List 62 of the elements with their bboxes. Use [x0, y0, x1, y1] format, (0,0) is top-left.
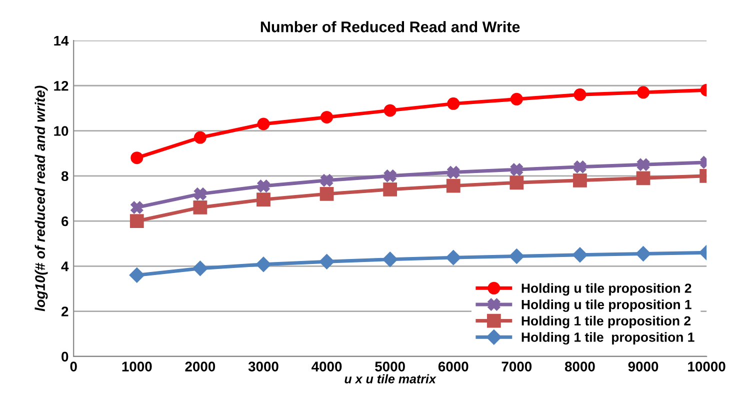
x-tick-label: 5000 — [375, 362, 405, 372]
point — [383, 182, 398, 196]
y-tick-label: 8 — [61, 171, 68, 182]
point — [637, 86, 650, 99]
legend-label: Holding 1 tile proposition 2 — [522, 316, 691, 328]
x-tick-label: 6000 — [438, 362, 468, 372]
point — [257, 118, 270, 130]
point — [510, 176, 524, 190]
point — [509, 248, 524, 264]
point — [636, 171, 650, 186]
x-axis-title: u x u tile matrix — [344, 374, 436, 384]
point — [384, 104, 396, 117]
point — [129, 268, 144, 283]
x-tick-label: 1000 — [122, 362, 152, 372]
point — [510, 163, 523, 176]
legend-label: Holding u tile proposition 1 — [522, 300, 692, 312]
y-tick-label: 10 — [54, 126, 68, 136]
point — [636, 246, 651, 262]
legend-label: Holding 1 tile proposition 1 — [522, 332, 694, 345]
x-tick-label: 3000 — [248, 362, 278, 372]
y-tick-label: 4 — [61, 262, 69, 272]
y-tick-label: 2 — [61, 306, 68, 316]
point — [320, 186, 334, 201]
point — [256, 256, 272, 272]
point — [130, 201, 144, 214]
x-tick-label: 4000 — [312, 362, 342, 372]
point — [510, 92, 523, 106]
point — [447, 166, 460, 179]
point — [446, 178, 460, 193]
point — [320, 174, 334, 187]
point — [193, 200, 208, 214]
x-tick-label: 8000 — [564, 362, 595, 372]
point — [320, 110, 334, 124]
x-tick-label: 0 — [70, 362, 77, 372]
point — [256, 192, 270, 207]
x-tick-label: 9000 — [628, 362, 658, 372]
point — [573, 173, 587, 188]
y-tick-label: 12 — [54, 80, 68, 91]
chart-title: Number of Reduced Read and Write — [260, 21, 520, 32]
point — [384, 170, 396, 182]
point — [446, 250, 461, 266]
legend-label: Holding u tile proposition 2 — [522, 283, 692, 296]
point — [574, 88, 586, 101]
point — [382, 252, 398, 267]
x-tick-label: 2000 — [185, 362, 216, 372]
point — [194, 131, 206, 144]
point — [130, 214, 144, 228]
y-tick-label: 6 — [62, 216, 68, 226]
point — [130, 152, 144, 164]
y-axis-title: log10(# of reduced read and write) — [34, 86, 48, 312]
point — [194, 188, 206, 200]
point — [319, 254, 334, 270]
point — [572, 247, 588, 262]
point — [447, 97, 460, 110]
y-tick-label: 14 — [54, 36, 69, 46]
point — [257, 180, 270, 192]
point — [192, 260, 208, 276]
x-tick-label: 10000 — [688, 362, 726, 372]
point — [637, 158, 650, 171]
x-tick-label: 7000 — [502, 362, 532, 372]
point — [574, 160, 586, 174]
y-tick-label: 0 — [62, 352, 68, 362]
